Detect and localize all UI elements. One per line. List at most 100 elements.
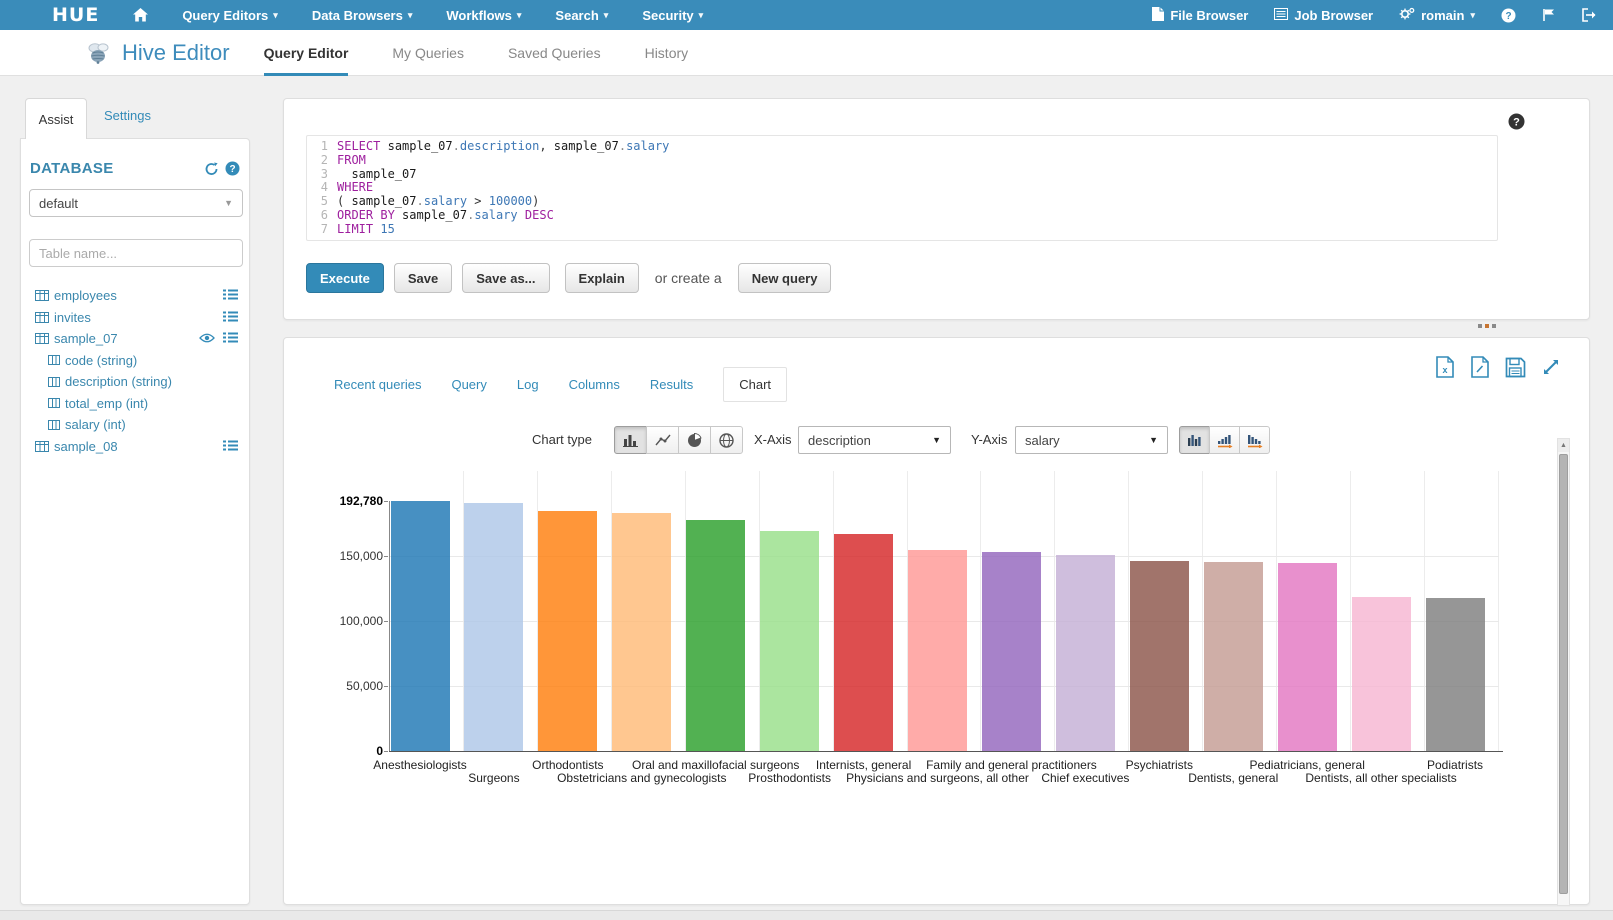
table-filter-input[interactable] xyxy=(29,239,243,267)
chart-bar[interactable] xyxy=(612,512,672,751)
help-icon[interactable]: ? xyxy=(1501,8,1516,23)
table-item-sample-08[interactable]: sample_08 xyxy=(21,436,251,458)
panel-resize-handle[interactable] xyxy=(1470,320,1504,332)
scroll-up-arrow-icon[interactable]: ▲ xyxy=(1558,439,1569,452)
tab-saved-queries[interactable]: Saved Queries xyxy=(507,44,601,61)
explain-button[interactable]: Explain xyxy=(564,263,639,293)
sorted-asc-bars-icon[interactable] xyxy=(1209,426,1240,454)
y-axis-tick-label: 150,000 xyxy=(339,549,383,564)
column-item-total-emp-int[interactable]: total_emp (int) xyxy=(21,393,251,415)
tab-history[interactable]: History xyxy=(644,44,689,61)
chart-bar[interactable] xyxy=(908,549,967,751)
y-axis-select[interactable]: salary ▼ xyxy=(1015,426,1168,454)
document-export-icon[interactable] xyxy=(1470,356,1490,378)
sorted-desc-bars-icon[interactable] xyxy=(1239,426,1270,454)
execute-button[interactable]: Execute xyxy=(306,263,384,293)
chart-bar[interactable] xyxy=(1425,597,1485,751)
chart-bar[interactable] xyxy=(1055,554,1115,751)
bars-chart-icon[interactable] xyxy=(614,426,647,454)
chart-bar[interactable] xyxy=(760,530,820,751)
home-icon[interactable] xyxy=(133,8,149,22)
hue-logo[interactable]: HUE xyxy=(52,4,100,26)
code-line: 4 WHERE xyxy=(307,181,1497,195)
page-scrollbar-horizontal[interactable] xyxy=(0,910,1613,920)
chart-bar[interactable] xyxy=(1351,597,1411,751)
table-item-employees[interactable]: employees xyxy=(21,285,251,307)
chart-bar[interactable] xyxy=(538,510,598,751)
x-axis-label: Orthodontists xyxy=(532,758,604,772)
map-chart-icon[interactable] xyxy=(710,426,743,454)
line-number: 3 xyxy=(320,166,328,181)
caret-down-icon: ▾ xyxy=(1470,9,1475,20)
sql-token: sample_07 xyxy=(337,166,417,181)
top-menus: Query Editors ▾ Data Browsers ▾ Workflows ▾ Se… xyxy=(182,8,703,23)
x-axis-select[interactable]: description ▼ xyxy=(798,426,951,454)
sql-token: BY xyxy=(380,207,395,222)
user-menu[interactable]: romain ▾ xyxy=(1399,7,1475,24)
y-axis-label: Y-Axis xyxy=(971,432,1008,447)
list-icon[interactable] xyxy=(223,288,238,303)
list-icon[interactable] xyxy=(223,331,238,346)
results-tab-log[interactable]: Log xyxy=(516,377,539,392)
results-tab-query[interactable]: Query xyxy=(451,377,487,392)
scrollbar-thumb[interactable] xyxy=(1559,454,1568,894)
column-label: total_emp (int) xyxy=(65,395,149,411)
table-item-sample-07[interactable]: sample_07 xyxy=(21,328,251,350)
file-browser-link[interactable]: File Browser xyxy=(1152,6,1248,24)
save-as-button[interactable]: Save as... xyxy=(462,263,550,293)
results-tab-chart[interactable]: Chart xyxy=(723,367,788,402)
results-tab-results[interactable]: Results xyxy=(649,377,694,392)
chart-bar[interactable] xyxy=(834,534,894,751)
sql-editor[interactable]: 1 SELECT sample_07. description, sample_07… xyxy=(306,135,1498,241)
flag-icon[interactable] xyxy=(1542,8,1556,22)
menu-workflows[interactable]: Workflows ▾ xyxy=(446,8,521,23)
chart-scrollbar[interactable]: ▲ xyxy=(1557,438,1570,906)
menu-data-browsers[interactable]: Data Browsers ▾ xyxy=(312,8,413,23)
column-item-description-string[interactable]: description (string) xyxy=(21,371,251,393)
tab-query-editor[interactable]: Query Editor xyxy=(263,30,349,76)
chart-bar[interactable] xyxy=(464,502,524,751)
x-axis-label: Surgeons xyxy=(468,771,520,785)
refresh-icon[interactable] xyxy=(204,162,219,181)
expand-icon[interactable] xyxy=(1541,357,1561,377)
chart-bar[interactable] xyxy=(686,519,746,751)
chart-bar[interactable] xyxy=(1277,562,1337,751)
sql-token: sample_07 xyxy=(387,139,453,153)
help-circle-icon[interactable]: ? xyxy=(225,161,240,181)
pie-chart-icon[interactable] xyxy=(678,426,711,454)
sql-token: sample_07 xyxy=(351,194,417,209)
help-circle-dark-icon[interactable]: ? xyxy=(1508,113,1525,135)
new-query-button[interactable]: New query xyxy=(737,263,832,293)
grouped-bars-icon[interactable] xyxy=(1179,426,1210,454)
chart-bar[interactable] xyxy=(981,551,1041,751)
job-browser-link[interactable]: Job Browser xyxy=(1274,7,1373,23)
tab-assist[interactable]: Assist xyxy=(25,98,87,139)
excel-export-icon[interactable]: x xyxy=(1435,356,1455,378)
line-chart-icon[interactable] xyxy=(646,426,679,454)
column-icon xyxy=(48,398,60,409)
caret-down-icon: ▾ xyxy=(407,9,413,20)
menu-search[interactable]: Search ▾ xyxy=(555,8,608,23)
column-item-salary-int[interactable]: salary (int) xyxy=(21,414,251,436)
chart-bar[interactable] xyxy=(1203,561,1263,751)
results-toolbar: x xyxy=(1435,356,1561,378)
save-results-icon[interactable] xyxy=(1505,357,1526,378)
logout-icon[interactable] xyxy=(1582,8,1597,22)
tab-settings[interactable]: Settings xyxy=(104,108,151,123)
menu-query-editors[interactable]: Query Editors ▾ xyxy=(182,8,278,23)
chart-bar[interactable] xyxy=(1129,561,1189,751)
save-button[interactable]: Save xyxy=(393,263,453,293)
list-icon[interactable] xyxy=(223,439,238,454)
results-tab-recent-queries[interactable]: Recent queries xyxy=(334,377,422,392)
chart-bar[interactable] xyxy=(390,501,450,751)
table-icon xyxy=(35,290,49,302)
sql-token: SELECT xyxy=(337,139,381,153)
menu-security[interactable]: Security ▾ xyxy=(642,8,703,23)
eye-icon[interactable] xyxy=(199,331,215,346)
column-item-code-string[interactable]: code (string) xyxy=(21,350,251,372)
tab-my-queries[interactable]: My Queries xyxy=(392,44,464,61)
results-tab-columns[interactable]: Columns xyxy=(568,377,620,392)
table-item-invites[interactable]: invites xyxy=(21,307,251,329)
list-icon[interactable] xyxy=(223,310,238,325)
database-select[interactable]: default ▼ xyxy=(29,189,243,217)
